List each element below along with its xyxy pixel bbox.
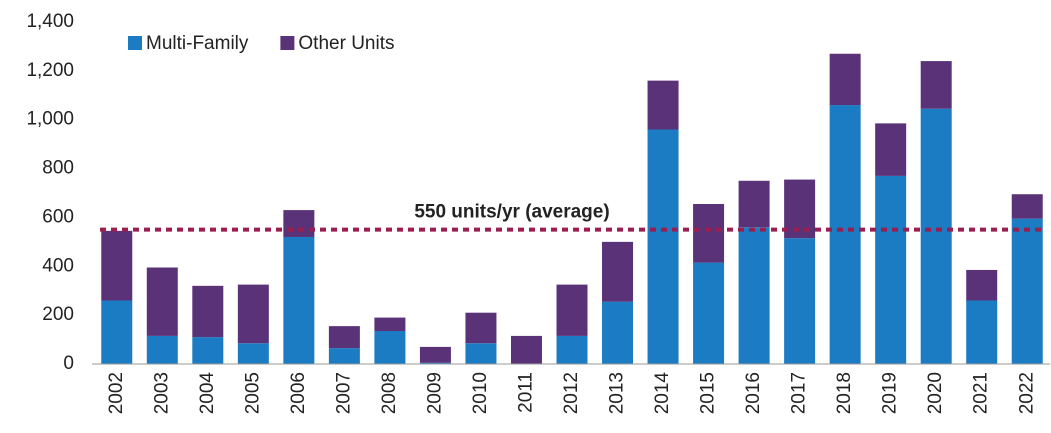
x-tick-label: 2002 [106, 372, 127, 414]
bar-segment [920, 61, 952, 109]
y-tick-label: 1,200 [26, 60, 74, 81]
bar-segment [738, 180, 770, 228]
y-tick-label: 0 [63, 353, 74, 374]
bar-segment [419, 362, 451, 364]
x-tick-label: 2009 [424, 372, 445, 414]
bar-segment [966, 300, 998, 364]
x-tick-label: 2011 [515, 372, 536, 413]
legend-swatch [280, 36, 295, 50]
y-tick-label: 400 [42, 255, 74, 276]
x-tick-label: 2012 [561, 372, 582, 414]
bar-segment [556, 335, 588, 364]
bar-segment [237, 284, 269, 344]
bar-segment [146, 335, 178, 364]
bar-segment [966, 269, 998, 301]
bar-segment [602, 241, 634, 302]
x-tick-label: 2005 [242, 372, 263, 414]
bar-segment [283, 210, 315, 237]
bar-segment [875, 175, 907, 364]
y-tick-label: 200 [42, 304, 74, 325]
bar-segment [829, 53, 861, 106]
bar-segment [1011, 194, 1043, 219]
bar-segment [192, 337, 224, 364]
legend-label: Other Units [298, 33, 394, 54]
bar-segment [237, 343, 269, 364]
bar-segment [465, 312, 497, 344]
bar-segment [328, 326, 360, 349]
bar-segment [920, 108, 952, 364]
bar-segment [1011, 218, 1043, 364]
bar-segment [510, 335, 542, 364]
x-tick-label: 2013 [607, 372, 628, 414]
x-tick-label: 2016 [743, 372, 764, 414]
x-tick-label: 2004 [197, 372, 218, 415]
bar-segment [556, 284, 588, 336]
y-tick-label: 1,400 [26, 11, 74, 32]
legend-label: Multi-Family [146, 33, 249, 54]
bar-segment [374, 331, 406, 364]
x-tick-label: 2010 [470, 372, 491, 414]
x-tick-label: 2006 [288, 372, 309, 414]
x-tick-label: 2019 [880, 372, 901, 414]
x-tick-label: 2015 [698, 372, 719, 414]
bar-segment [738, 227, 770, 364]
bar-segment [647, 129, 679, 364]
bar-segment [693, 262, 725, 364]
x-tick-label: 2022 [1016, 372, 1037, 414]
bar-segment [693, 203, 725, 263]
bar-segment [784, 238, 816, 364]
bar-segment [465, 343, 497, 364]
bar-segment [328, 348, 360, 364]
x-tick-label: 2014 [652, 372, 673, 415]
bar-segment [192, 285, 224, 338]
y-tick-label: 800 [42, 158, 74, 179]
x-tick-label: 2017 [789, 372, 810, 414]
x-tick-label: 2007 [333, 372, 354, 414]
y-tick-label: 600 [42, 206, 74, 227]
bar-segment [419, 346, 451, 363]
x-tick-label: 2003 [151, 372, 172, 414]
bar-segment [875, 123, 907, 176]
x-tick-label: 2021 [971, 372, 992, 414]
bar-segment [784, 179, 816, 239]
x-tick-label: 2020 [925, 372, 946, 414]
bar-segment [146, 267, 178, 336]
legend-swatch [128, 36, 142, 50]
bar-segment [647, 80, 679, 130]
bar-segment [283, 236, 315, 364]
x-tick-label: 2008 [379, 372, 400, 414]
bar-segment [101, 230, 133, 301]
y-tick-label: 1,000 [26, 109, 74, 130]
bar-segment [602, 301, 634, 364]
bar-segment [101, 300, 133, 364]
x-tick-label: 2018 [834, 372, 855, 414]
average-label: 550 units/yr (average) [414, 202, 609, 223]
bar-segment [374, 317, 406, 332]
bar-segment [829, 105, 861, 365]
